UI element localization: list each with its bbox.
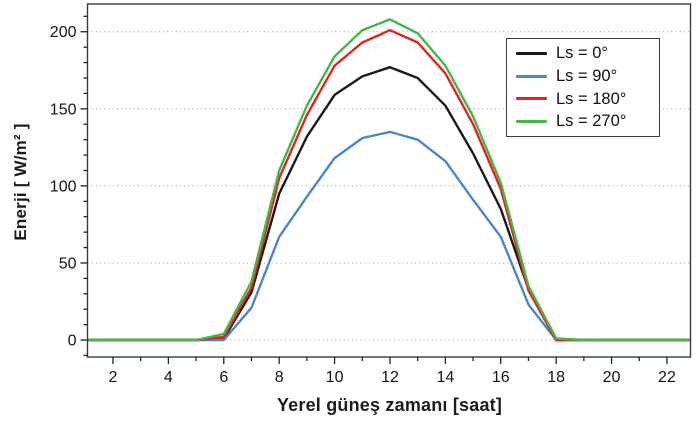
series-line-1 <box>87 130 691 342</box>
legend-item: Ls = 270° <box>516 113 655 130</box>
y-axis-title: Enerji [ W/m² ] <box>11 123 30 241</box>
legend: Ls = 0° Ls = 90° Ls = 180° Ls = 270° <box>506 38 660 137</box>
x-tick-label: 4 <box>164 369 173 386</box>
y-tick-label: 0 <box>68 333 77 350</box>
legend-label: Ls = 270° <box>556 112 627 131</box>
y-tick-label: 150 <box>50 101 77 118</box>
plot-border <box>86 3 692 358</box>
series-line-3 <box>87 18 691 342</box>
legend-line-swatch <box>516 51 547 55</box>
x-axis-title: Yerel güneş zamanı [saat] <box>276 395 503 415</box>
x-tick-label: 2 <box>109 369 118 386</box>
y-tick-label: 100 <box>50 178 77 195</box>
legend-line-swatch <box>516 120 547 124</box>
x-tick-label: 16 <box>492 369 510 386</box>
legend-line-swatch <box>516 97 547 101</box>
x-tick-label: 12 <box>381 369 399 386</box>
x-tick-label: 20 <box>603 369 621 386</box>
legend-label: Ls = 0° <box>556 44 609 63</box>
legend-item: Ls = 90° <box>516 68 655 85</box>
legend-label: Ls = 180° <box>556 89 627 108</box>
y-tick-label: 50 <box>59 255 77 272</box>
x-tick-label: 22 <box>658 369 676 386</box>
legend-item: Ls = 0° <box>516 45 655 62</box>
x-tick-label: 6 <box>219 369 228 386</box>
legend-item: Ls = 180° <box>516 91 655 108</box>
legend-line-swatch <box>516 74 547 78</box>
legend-label: Ls = 90° <box>556 66 618 85</box>
x-tick-label: 14 <box>436 369 454 386</box>
x-tick-label: 8 <box>275 369 284 386</box>
y-tick-label: 200 <box>50 24 77 41</box>
x-tick-label: 10 <box>326 369 344 386</box>
x-tick-label: 18 <box>547 369 565 386</box>
